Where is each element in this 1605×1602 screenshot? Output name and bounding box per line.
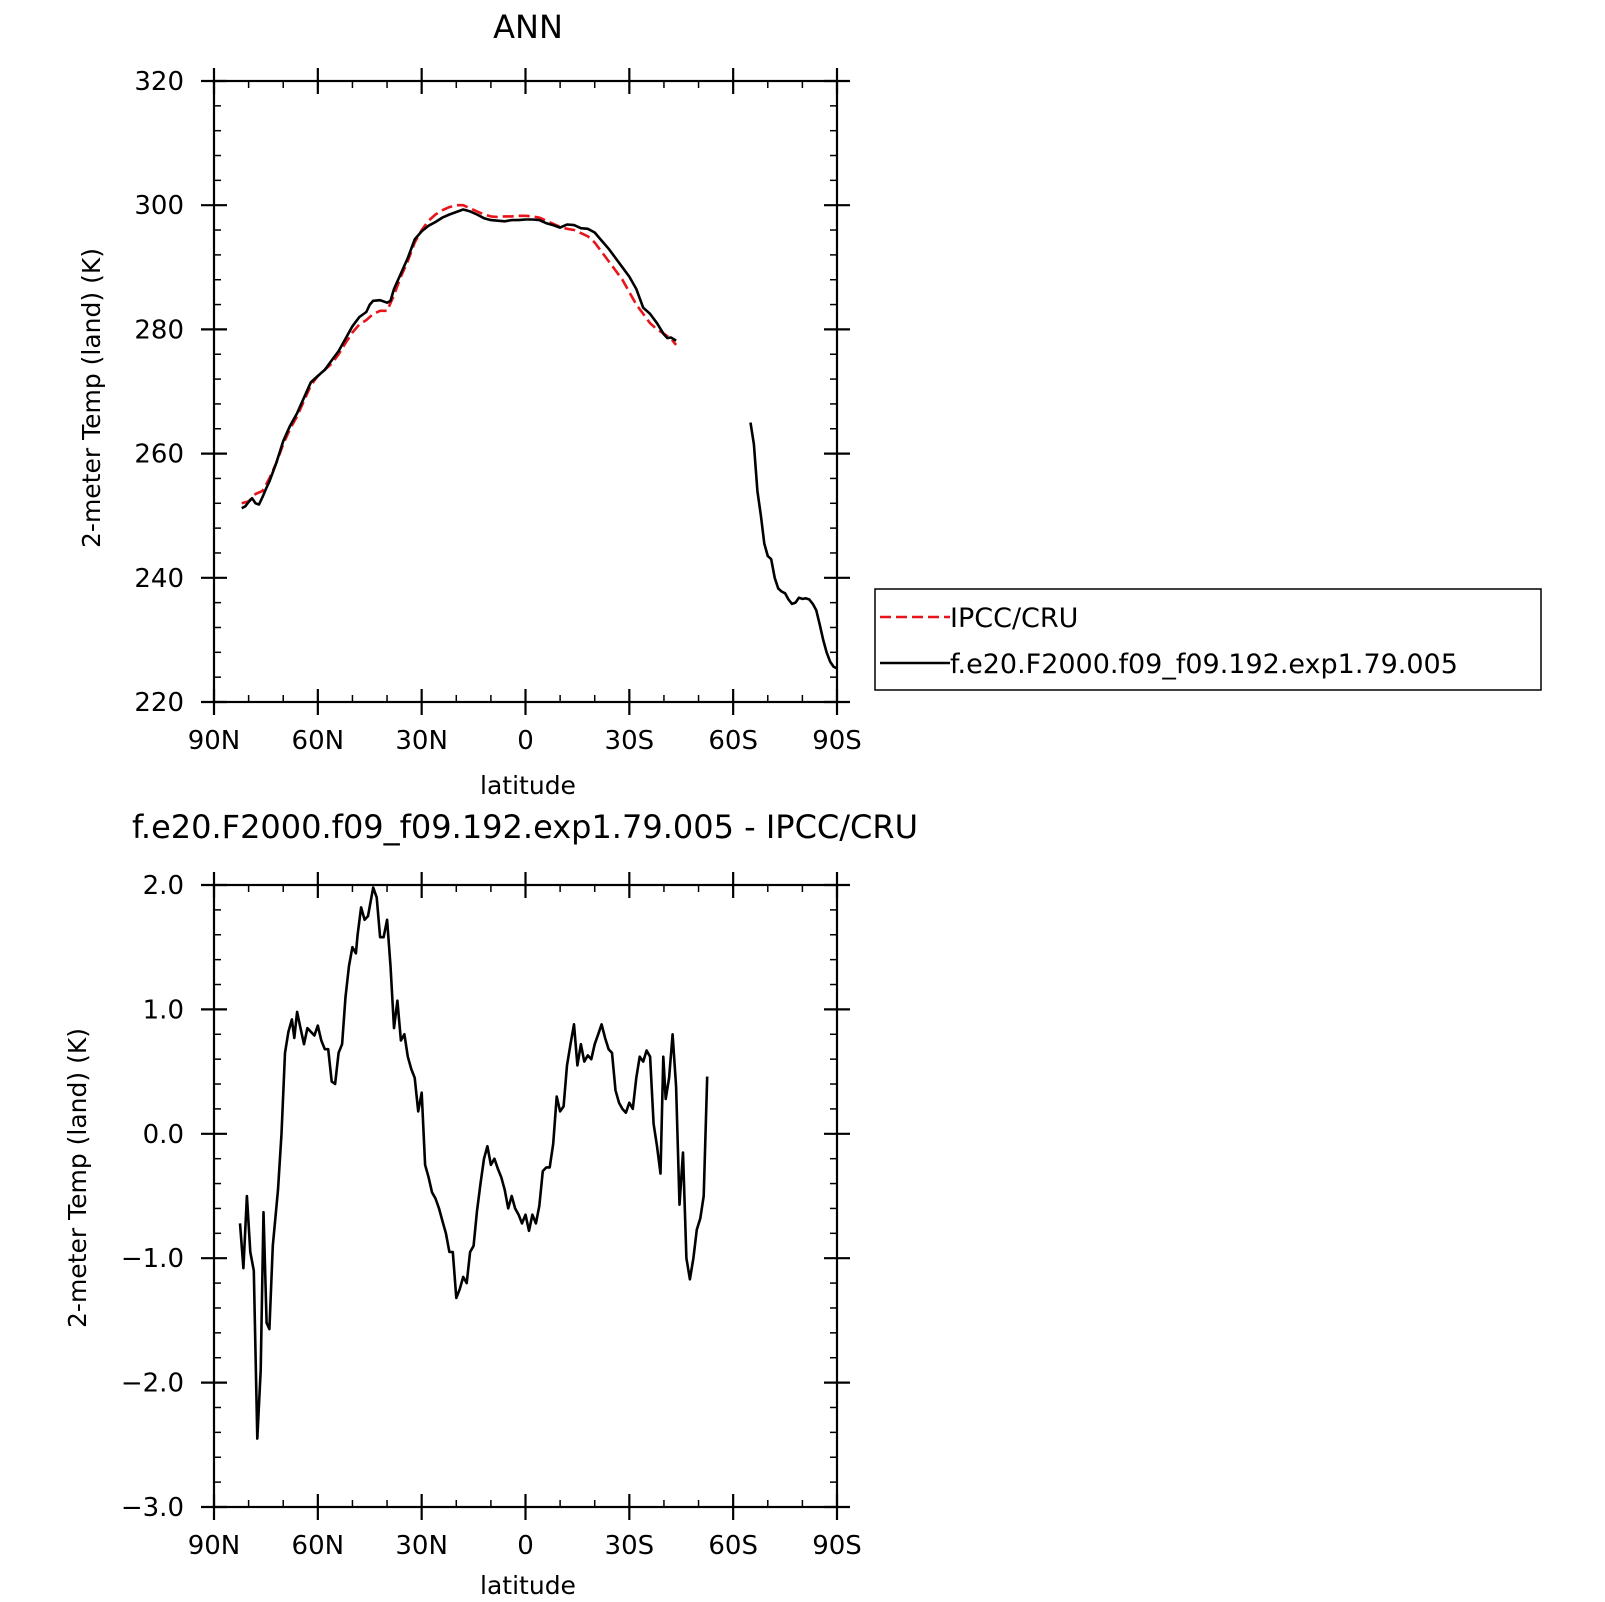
x-tick-label: 60S [708, 1531, 758, 1561]
y-tick-label: 320 [134, 67, 184, 97]
y-axis-title: 2-meter Temp (land) (K) [63, 1028, 92, 1328]
y-tick-label: 0.0 [143, 1120, 184, 1150]
bottom-panel: f.e20.F2000.f09_f09.192.exp1.79.005 - IP… [63, 808, 918, 1600]
x-axis-title: latitude [480, 771, 576, 800]
plot-frame [212, 883, 839, 1509]
x-tick-label: 30N [395, 726, 448, 756]
series-line-model [241, 208, 677, 510]
x-tick-label: 60N [292, 726, 345, 756]
series-line-model [238, 886, 709, 1440]
plot-area: 90N 60N 30N 0 30S 60S 90S 320 300 280 260 240 220 [134, 67, 861, 756]
x-tick-label: 30S [605, 726, 655, 756]
y-tick-label: −2.0 [121, 1369, 184, 1399]
y-tick-label: 260 [134, 440, 184, 470]
y-tick-label: −3.0 [121, 1493, 184, 1523]
legend-label-model: f.e20.F2000.f09_f09.192.exp1.79.005 [950, 649, 1458, 680]
panel-title: f.e20.F2000.f09_f09.192.exp1.79.005 - IP… [132, 808, 918, 846]
y-tick-label: 240 [134, 564, 184, 594]
y-tick-label: 2.0 [143, 871, 184, 901]
legend-box [874, 588, 1542, 691]
x-tick-label: 90S [812, 1531, 862, 1561]
x-tick-label: 60S [708, 726, 758, 756]
x-tick-label: 30S [605, 1531, 655, 1561]
x-axis-title: latitude [480, 1571, 576, 1600]
x-tick-label: 90N [188, 1531, 241, 1561]
series-line-model [749, 422, 838, 670]
legend-label-ipcc-cru: IPCC/CRU [950, 603, 1078, 634]
x-tick-label: 0 [517, 1531, 534, 1561]
legend: IPCC/CRU f.e20.F2000.f09_f09.192.exp1.79… [874, 588, 1542, 691]
y-tick-label: 220 [134, 688, 184, 718]
x-tick-label: 90S [812, 726, 862, 756]
panel-title: ANN [493, 8, 563, 46]
y-tick-label: 1.0 [143, 995, 184, 1025]
plot-area: 90N 60N 30N 0 30S 60S 90S 2.0 1.0 0.0 −1.0 −2.0 −3.0 [121, 871, 862, 1561]
x-tick-label: 90N [188, 726, 241, 756]
x-tick-label: 30N [395, 1531, 448, 1561]
y-tick-label: 280 [134, 315, 184, 345]
x-tick-label: 60N [292, 1531, 345, 1561]
x-tick-label: 0 [517, 726, 534, 756]
y-axis-title: 2-meter Temp (land) (K) [77, 248, 106, 548]
y-tick-label: 300 [134, 191, 184, 221]
top-panel: ANN 90N 60N 30N 0 30S 60S 90S 320 300 280 260 240 22… [77, 8, 862, 800]
y-tick-label: −1.0 [121, 1244, 184, 1274]
